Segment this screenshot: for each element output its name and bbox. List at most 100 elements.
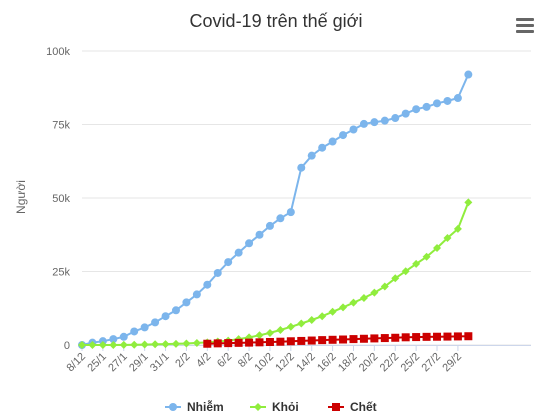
data-point[interactable]	[286, 208, 295, 217]
data-point[interactable]	[192, 338, 201, 347]
data-point[interactable]	[422, 332, 431, 341]
data-point[interactable]	[443, 233, 452, 242]
data-point[interactable]	[140, 323, 149, 332]
data-point[interactable]	[130, 327, 139, 336]
data-point[interactable]	[349, 298, 358, 307]
data-point[interactable]	[370, 334, 379, 343]
data-point[interactable]	[433, 243, 442, 252]
data-point[interactable]	[422, 252, 431, 261]
data-point[interactable]	[171, 306, 180, 315]
data-point[interactable]	[318, 336, 327, 345]
data-point[interactable]	[140, 340, 149, 349]
data-point[interactable]	[151, 340, 160, 349]
data-point[interactable]	[349, 125, 358, 134]
data-point[interactable]	[380, 334, 389, 343]
data-point[interactable]	[203, 280, 212, 289]
data-point[interactable]	[391, 114, 400, 123]
data-point[interactable]	[213, 339, 222, 348]
data-point[interactable]	[297, 163, 306, 172]
legend-item-1[interactable]: Khỏi	[250, 400, 299, 414]
data-point[interactable]	[433, 99, 442, 108]
data-point[interactable]	[307, 316, 316, 325]
data-point[interactable]	[453, 224, 462, 233]
data-point[interactable]	[78, 341, 86, 349]
data-point[interactable]	[255, 230, 264, 239]
data-point[interactable]	[245, 338, 254, 347]
data-point[interactable]	[224, 258, 233, 267]
data-point[interactable]	[88, 341, 97, 349]
data-point[interactable]	[161, 340, 170, 349]
data-point[interactable]	[203, 339, 212, 348]
data-point[interactable]	[255, 338, 264, 347]
data-point[interactable]	[359, 334, 368, 343]
data-point[interactable]	[265, 328, 274, 337]
data-point[interactable]	[380, 116, 389, 125]
data-point[interactable]	[464, 70, 473, 79]
data-point[interactable]	[265, 338, 274, 347]
data-point[interactable]	[391, 333, 400, 342]
data-point[interactable]	[328, 335, 337, 344]
data-point[interactable]	[370, 288, 379, 297]
data-point[interactable]	[171, 339, 180, 348]
data-point[interactable]	[412, 105, 421, 114]
data-point[interactable]	[234, 338, 243, 347]
data-point[interactable]	[359, 119, 368, 128]
data-point[interactable]	[276, 326, 285, 335]
data-point[interactable]	[401, 333, 410, 342]
data-point[interactable]	[276, 337, 285, 346]
data-point[interactable]	[192, 290, 201, 299]
data-point[interactable]	[161, 312, 170, 321]
data-point[interactable]	[412, 333, 421, 342]
data-point[interactable]	[255, 331, 264, 340]
data-point[interactable]	[119, 332, 128, 341]
data-point[interactable]	[307, 151, 316, 160]
data-point[interactable]	[401, 267, 410, 276]
data-point[interactable]	[453, 94, 462, 103]
data-point[interactable]	[307, 336, 316, 345]
data-point[interactable]	[443, 332, 452, 341]
data-point[interactable]	[286, 322, 295, 331]
data-point[interactable]	[359, 293, 368, 302]
data-point[interactable]	[370, 118, 379, 127]
data-point[interactable]	[318, 312, 327, 321]
context-menu-button[interactable]	[512, 14, 536, 36]
data-point[interactable]	[265, 221, 274, 230]
data-point[interactable]	[453, 332, 462, 341]
data-point[interactable]	[286, 337, 295, 346]
data-point[interactable]	[401, 109, 410, 118]
data-point[interactable]	[391, 274, 400, 283]
data-point[interactable]	[130, 340, 139, 349]
data-point[interactable]	[339, 303, 348, 312]
data-point[interactable]	[182, 298, 191, 307]
data-point[interactable]	[318, 143, 327, 152]
data-point[interactable]	[234, 248, 243, 257]
data-point[interactable]	[297, 319, 306, 328]
data-point[interactable]	[119, 340, 128, 349]
data-point[interactable]	[380, 282, 389, 291]
legend-item-0[interactable]: Nhiễm	[165, 399, 224, 414]
data-point[interactable]	[422, 102, 431, 111]
legend-marker[interactable]	[169, 403, 177, 411]
data-point[interactable]	[245, 239, 254, 248]
data-point[interactable]	[433, 332, 442, 341]
data-point[interactable]	[213, 268, 222, 277]
data-point[interactable]	[151, 318, 160, 327]
data-point[interactable]	[109, 341, 118, 349]
data-point[interactable]	[339, 131, 348, 140]
data-point[interactable]	[349, 335, 358, 344]
data-point[interactable]	[328, 137, 337, 146]
legend-marker[interactable]	[254, 403, 262, 411]
data-point[interactable]	[276, 214, 285, 223]
data-point[interactable]	[182, 339, 191, 348]
data-point[interactable]	[98, 341, 107, 349]
legend-item-2[interactable]: Chết	[328, 400, 377, 414]
data-point[interactable]	[412, 259, 421, 268]
data-point[interactable]	[443, 96, 452, 105]
data-point[interactable]	[297, 336, 306, 345]
data-point[interactable]	[328, 307, 337, 316]
data-point[interactable]	[109, 335, 118, 344]
data-point[interactable]	[464, 198, 473, 207]
data-point[interactable]	[339, 335, 348, 344]
data-point[interactable]	[224, 339, 233, 348]
data-point[interactable]	[464, 332, 473, 341]
